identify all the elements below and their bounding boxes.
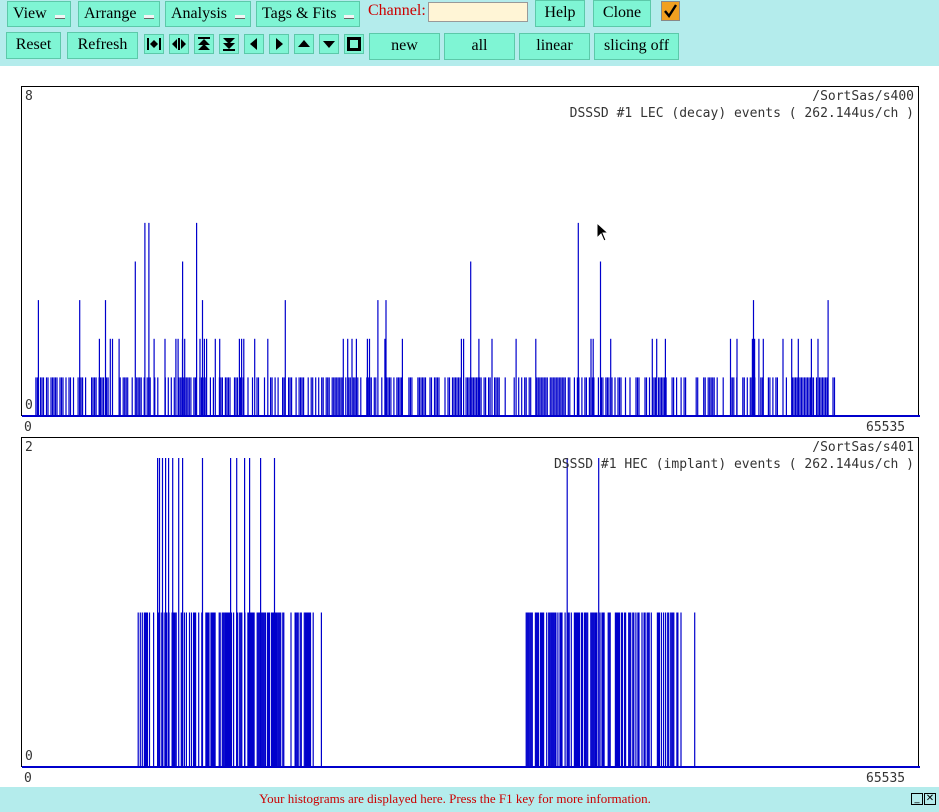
view-menu[interactable]: View xyxy=(7,1,71,27)
y-min-label: 0 xyxy=(25,398,33,413)
y-min-label: 0 xyxy=(25,749,33,764)
scroll-down-icon xyxy=(323,41,335,48)
close-icon[interactable]: ✕ xyxy=(924,793,936,805)
full-view-icon xyxy=(347,37,361,51)
expand-horizontal-icon xyxy=(147,38,161,50)
x-max-label: 65535 xyxy=(866,771,906,786)
dropdown-icon xyxy=(55,15,65,19)
all-button[interactable]: all xyxy=(444,33,515,60)
histogram-title: DSSSD #1 LEC (decay) events ( 262.144us/… xyxy=(569,106,914,121)
toolbar: View Arrange Analysis Tags & Fits Channe… xyxy=(0,0,939,66)
scroll-up-button[interactable] xyxy=(294,34,314,54)
tags-fits-menu-label: Tags & Fits xyxy=(262,5,337,22)
scroll-up-icon xyxy=(298,40,310,47)
contract-horizontal-icon xyxy=(172,38,186,50)
channel-input[interactable] xyxy=(428,2,528,22)
channel-label: Channel: xyxy=(368,2,426,19)
scroll-right-button[interactable] xyxy=(269,34,289,54)
histogram-plot[interactable] xyxy=(22,438,920,768)
analysis-menu-label: Analysis xyxy=(171,5,227,22)
scroll-left-icon xyxy=(250,38,257,50)
expand-horizontal-button[interactable] xyxy=(144,34,164,54)
histogram-plot[interactable] xyxy=(22,87,920,417)
arrange-menu-label: Arrange xyxy=(84,5,137,22)
analysis-menu[interactable]: Analysis xyxy=(165,1,251,27)
contract-horizontal-button[interactable] xyxy=(169,34,189,54)
auto-checkbox[interactable] xyxy=(661,1,680,21)
histogram-path: /SortSas/s400 xyxy=(812,89,914,104)
x-min-label: 0 xyxy=(24,420,32,435)
status-message: Your histograms are displayed here. Pres… xyxy=(259,791,651,806)
status-bar: Your histograms are displayed here. Pres… xyxy=(0,787,939,812)
arrange-menu[interactable]: Arrange xyxy=(78,1,160,27)
dropdown-icon xyxy=(144,15,154,19)
help-button[interactable]: Help xyxy=(535,0,585,27)
y-max-label: 8 xyxy=(25,89,33,104)
expand-vertical-icon xyxy=(198,37,210,50)
view-menu-label: View xyxy=(13,5,47,22)
minimize-icon[interactable]: _ xyxy=(911,793,923,805)
clone-button[interactable]: Clone xyxy=(593,0,651,27)
x-min-label: 0 xyxy=(24,771,32,786)
contract-vertical-icon xyxy=(223,38,235,51)
checkmark-icon xyxy=(664,4,678,19)
new-button[interactable]: new xyxy=(369,33,440,60)
contract-vertical-button[interactable] xyxy=(219,34,239,54)
reset-button[interactable]: Reset xyxy=(6,32,61,59)
scale-linear-button[interactable]: linear xyxy=(519,33,590,60)
histogram-panel-s401[interactable]: 2 0 /SortSas/s401 DSSSD #1 HEC (implant)… xyxy=(21,437,920,768)
scroll-down-button[interactable] xyxy=(319,34,339,54)
histogram-path: /SortSas/s401 xyxy=(812,440,914,455)
tags-fits-menu[interactable]: Tags & Fits xyxy=(256,1,360,27)
mouse-cursor-icon xyxy=(596,222,610,242)
refresh-button[interactable]: Refresh xyxy=(67,32,138,59)
y-max-label: 2 xyxy=(25,440,33,455)
histogram-title: DSSSD #1 HEC (implant) events ( 262.144u… xyxy=(553,457,914,472)
full-view-button[interactable] xyxy=(344,34,364,54)
scroll-left-button[interactable] xyxy=(244,34,264,54)
slicing-button[interactable]: slicing off xyxy=(594,33,679,60)
expand-vertical-button[interactable] xyxy=(194,34,214,54)
scroll-right-icon xyxy=(276,38,283,50)
dropdown-icon xyxy=(235,15,245,19)
dropdown-icon xyxy=(344,15,354,19)
x-max-label: 65535 xyxy=(866,420,906,435)
histogram-panel-s400[interactable]: 8 0 /SortSas/s400 DSSSD #1 LEC (decay) e… xyxy=(21,86,920,417)
